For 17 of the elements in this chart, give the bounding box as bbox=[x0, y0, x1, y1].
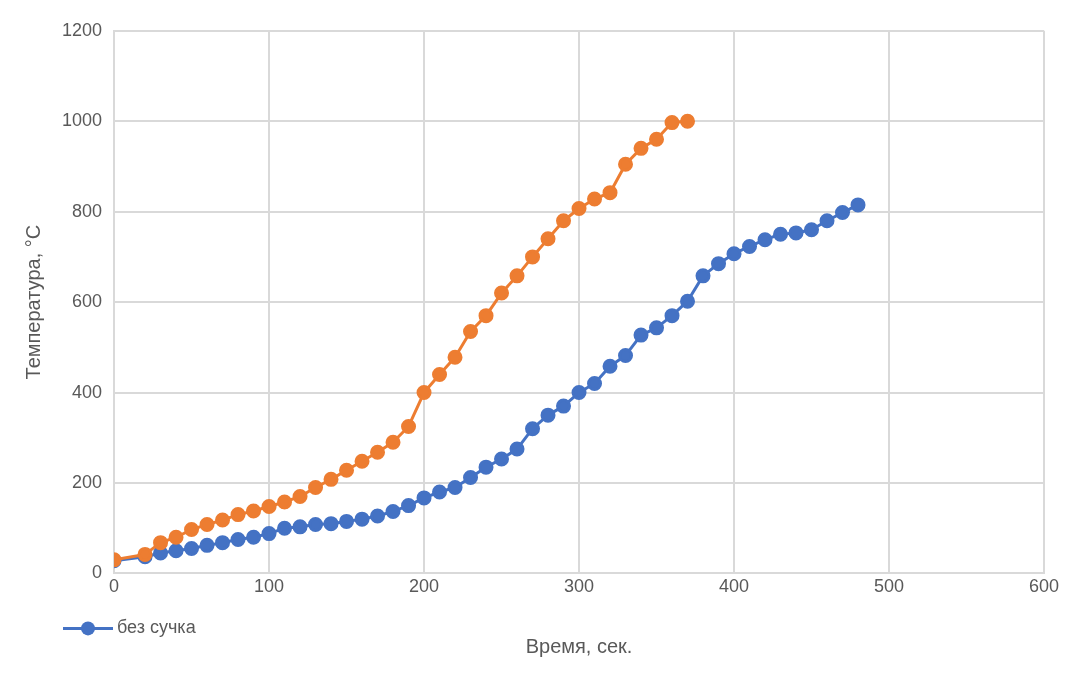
x-tick-label: 0 bbox=[109, 576, 120, 597]
y-tick-label: 800 bbox=[72, 200, 103, 221]
x-tick-label: 100 bbox=[254, 576, 285, 597]
y-tick-label: 200 bbox=[72, 471, 103, 492]
legend-label: без сучка bbox=[117, 617, 197, 638]
y-tick-label: 400 bbox=[72, 381, 103, 402]
x-tick-label: 600 bbox=[1028, 576, 1060, 597]
y-tick-label: 1000 bbox=[62, 110, 103, 131]
x-tick-label: 400 bbox=[718, 576, 750, 597]
x-axis-title: Время, сек. bbox=[525, 634, 633, 657]
y-tick-label: 1200 bbox=[62, 19, 103, 40]
y-tick-label: 0 bbox=[92, 562, 103, 583]
x-tick-label: 200 bbox=[409, 576, 440, 597]
y-axis-title: Температура, °C bbox=[21, 224, 44, 380]
x-tick-label: 500 bbox=[873, 576, 905, 597]
x-tick-label: 300 bbox=[564, 576, 595, 597]
y-tick-label: 600 bbox=[72, 291, 103, 312]
